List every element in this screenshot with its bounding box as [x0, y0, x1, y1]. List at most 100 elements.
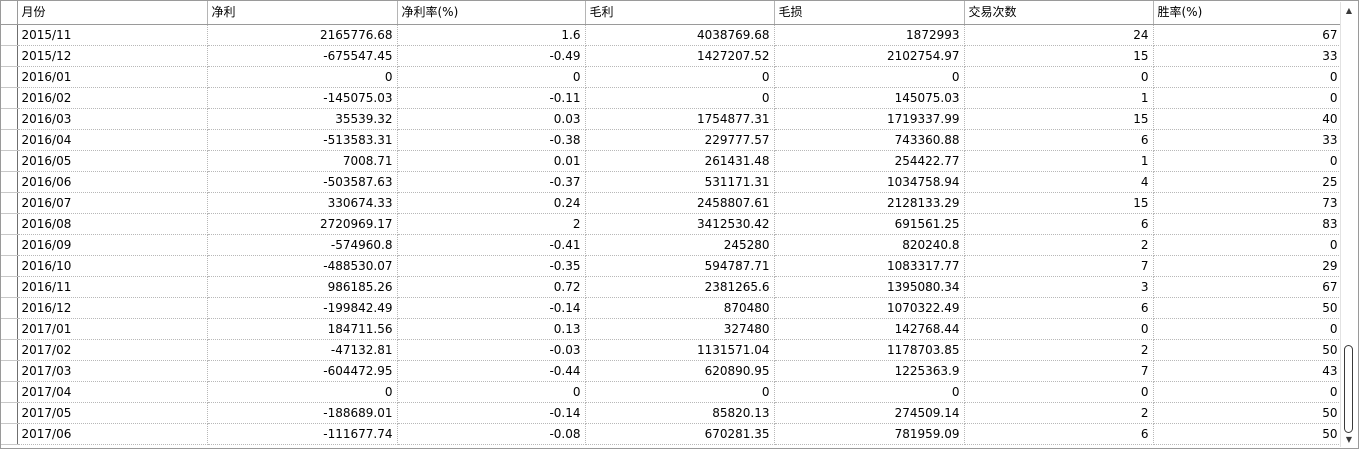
cell-gross-loss[interactable]: 1034758.94 — [774, 171, 965, 193]
cell-gross-profit[interactable]: 3412530.42 — [585, 213, 775, 235]
cell-net-profit[interactable]: -503587.63 — [207, 171, 398, 193]
table-row[interactable]: 2017/06 -111677.74 -0.08 670281.35 781959.09… — [1, 423, 1342, 445]
cell-win-rate[interactable]: 0 — [1153, 150, 1342, 172]
cell-net-profit[interactable]: -188689.01 — [207, 402, 398, 424]
table-row[interactable]: 2017/04 0 0 0 0 0 0 — [1, 381, 1342, 403]
cell-month[interactable]: 2017/01 — [17, 318, 208, 340]
row-selector-header[interactable] — [1, 1, 18, 25]
cell-month[interactable]: 2016/07 — [17, 192, 208, 214]
cell-trade-count[interactable]: 0 — [964, 381, 1154, 403]
cell-net-profit[interactable]: -675547.45 — [207, 45, 398, 67]
cell-gross-profit[interactable]: 1754877.31 — [585, 108, 775, 130]
cell-gross-loss[interactable]: 0 — [774, 66, 965, 88]
row-selector[interactable] — [1, 129, 18, 151]
cell-gross-profit[interactable]: 4038769.68 — [585, 24, 775, 46]
cell-trade-count[interactable]: 15 — [964, 192, 1154, 214]
cell-net-profit[interactable]: 184711.56 — [207, 318, 398, 340]
row-selector[interactable] — [1, 339, 18, 361]
cell-gross-loss[interactable]: 254422.77 — [774, 150, 965, 172]
cell-trade-count[interactable]: 0 — [964, 66, 1154, 88]
cell-gross-profit[interactable]: 0 — [585, 381, 775, 403]
table-row[interactable]: 2016/10 -488530.07 -0.35 594787.71 1083317.7… — [1, 255, 1342, 277]
cell-net-profit-rate[interactable]: -0.14 — [397, 297, 586, 319]
cell-gross-loss[interactable]: 743360.88 — [774, 129, 965, 151]
cell-net-profit-rate[interactable]: 0.03 — [397, 108, 586, 130]
cell-gross-loss[interactable]: 1395080.34 — [774, 276, 965, 298]
cell-net-profit-rate[interactable]: 1.6 — [397, 24, 586, 46]
cell-net-profit[interactable]: 0 — [207, 66, 398, 88]
cell-net-profit[interactable]: -574960.8 — [207, 234, 398, 256]
table-row[interactable]: 2015/11 2165776.68 1.6 4038769.68 1872993 24 6… — [1, 24, 1342, 46]
cell-month[interactable]: 2016/06 — [17, 171, 208, 193]
cell-month[interactable]: 2016/10 — [17, 255, 208, 277]
scrollbar-thumb[interactable] — [1344, 345, 1353, 433]
cell-trade-count[interactable]: 4 — [964, 171, 1154, 193]
cell-month[interactable]: 2016/03 — [17, 108, 208, 130]
cell-gross-profit[interactable]: 327480 — [585, 318, 775, 340]
row-selector[interactable] — [1, 360, 18, 382]
cell-net-profit[interactable]: -47132.81 — [207, 339, 398, 361]
cell-trade-count[interactable]: 24 — [964, 24, 1154, 46]
cell-net-profit[interactable]: -513583.31 — [207, 129, 398, 151]
cell-trade-count[interactable]: 2 — [964, 402, 1154, 424]
cell-gross-loss[interactable]: 1872993 — [774, 24, 965, 46]
scroll-up-icon[interactable]: ▲ — [1345, 6, 1353, 15]
cell-month[interactable]: 2016/08 — [17, 213, 208, 235]
cell-gross-profit[interactable]: 0 — [585, 87, 775, 109]
cell-month[interactable]: 2017/05 — [17, 402, 208, 424]
cell-gross-profit[interactable]: 594787.71 — [585, 255, 775, 277]
table-row[interactable]: 2016/04 -513583.31 -0.38 229777.57 743360.88… — [1, 129, 1342, 151]
cell-gross-loss[interactable]: 1225363.9 — [774, 360, 965, 382]
cell-net-profit-rate[interactable]: -0.37 — [397, 171, 586, 193]
cell-net-profit[interactable]: 35539.32 — [207, 108, 398, 130]
cell-win-rate[interactable]: 50 — [1153, 297, 1342, 319]
cell-net-profit[interactable]: -199842.49 — [207, 297, 398, 319]
table-row[interactable]: 2017/01 184711.56 0.13 327480 142768.44 0 0 — [1, 318, 1342, 340]
cell-trade-count[interactable]: 6 — [964, 423, 1154, 445]
cell-win-rate[interactable]: 0 — [1153, 318, 1342, 340]
cell-net-profit-rate[interactable]: 0.72 — [397, 276, 586, 298]
cell-gross-profit[interactable]: 85820.13 — [585, 402, 775, 424]
cell-win-rate[interactable]: 73 — [1153, 192, 1342, 214]
row-selector[interactable] — [1, 87, 18, 109]
cell-month[interactable]: 2016/01 — [17, 66, 208, 88]
cell-net-profit[interactable]: 2720969.17 — [207, 213, 398, 235]
cell-trade-count[interactable]: 6 — [964, 297, 1154, 319]
cell-win-rate[interactable]: 25 — [1153, 171, 1342, 193]
cell-gross-profit[interactable]: 2458807.61 — [585, 192, 775, 214]
table-row[interactable]: 2016/09 -574960.8 -0.41 245280 820240.8 2 0 — [1, 234, 1342, 256]
table-row[interactable]: 2016/02 -145075.03 -0.11 0 145075.03 1 0 — [1, 87, 1342, 109]
table-row[interactable]: 2017/05 -188689.01 -0.14 85820.13 274509.14 2… — [1, 402, 1342, 424]
cell-gross-profit[interactable]: 245280 — [585, 234, 775, 256]
cell-win-rate[interactable]: 67 — [1153, 24, 1342, 46]
cell-month[interactable]: 2017/06 — [17, 423, 208, 445]
cell-gross-profit[interactable]: 1427207.52 — [585, 45, 775, 67]
cell-net-profit[interactable]: 2165776.68 — [207, 24, 398, 46]
column-header-win-rate[interactable]: 胜率(%) — [1153, 1, 1342, 25]
cell-gross-loss[interactable]: 1083317.77 — [774, 255, 965, 277]
cell-gross-loss[interactable]: 142768.44 — [774, 318, 965, 340]
row-selector[interactable] — [1, 402, 18, 424]
cell-net-profit-rate[interactable]: 0.13 — [397, 318, 586, 340]
cell-gross-loss[interactable]: 781959.09 — [774, 423, 965, 445]
row-selector[interactable] — [1, 318, 18, 340]
cell-gross-profit[interactable]: 531171.31 — [585, 171, 775, 193]
row-selector[interactable] — [1, 381, 18, 403]
table-row[interactable]: 2016/01 0 0 0 0 0 0 — [1, 66, 1342, 88]
cell-trade-count[interactable]: 6 — [964, 129, 1154, 151]
cell-gross-loss[interactable]: 1178703.85 — [774, 339, 965, 361]
cell-trade-count[interactable]: 6 — [964, 213, 1154, 235]
cell-win-rate[interactable]: 33 — [1153, 129, 1342, 151]
cell-net-profit[interactable]: 986185.26 — [207, 276, 398, 298]
cell-win-rate[interactable]: 40 — [1153, 108, 1342, 130]
cell-net-profit[interactable]: 7008.71 — [207, 150, 398, 172]
cell-win-rate[interactable]: 50 — [1153, 339, 1342, 361]
cell-gross-profit[interactable]: 0 — [585, 66, 775, 88]
table-row[interactable]: 2016/12 -199842.49 -0.14 870480 1070322.49 6 5… — [1, 297, 1342, 319]
cell-win-rate[interactable]: 0 — [1153, 234, 1342, 256]
cell-net-profit-rate[interactable]: 0 — [397, 66, 586, 88]
cell-win-rate[interactable]: 0 — [1153, 381, 1342, 403]
cell-gross-loss[interactable]: 691561.25 — [774, 213, 965, 235]
cell-month[interactable]: 2017/02 — [17, 339, 208, 361]
cell-win-rate[interactable]: 83 — [1153, 213, 1342, 235]
